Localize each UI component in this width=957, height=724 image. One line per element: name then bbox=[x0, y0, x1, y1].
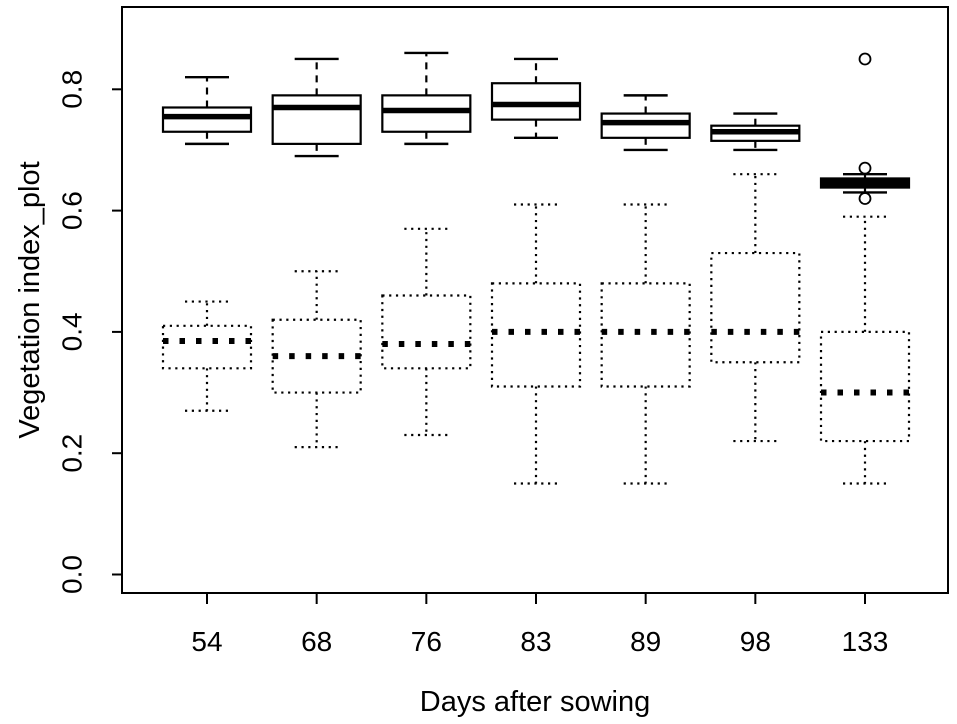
box-dotted-series-98-iqr-box bbox=[710, 251, 801, 364]
y-axis-title: Vegetation index_plot bbox=[14, 161, 46, 439]
box-solid-series-83-iqr-box bbox=[490, 82, 582, 121]
x-tick-label: 133 bbox=[842, 626, 889, 657]
x-tick-label: 54 bbox=[191, 626, 222, 657]
box-solid-series-76-iqr-box bbox=[381, 94, 472, 133]
box-solid-series-133-outlier-point bbox=[858, 161, 872, 175]
y-tick-label: 0.6 bbox=[57, 191, 88, 230]
box-solid-series-68-iqr-box bbox=[271, 94, 362, 145]
box-solid-series-54-iqr-box bbox=[161, 106, 253, 133]
box-dotted-series-133-iqr-box bbox=[819, 330, 911, 443]
box-solid-series-133-outlier-point bbox=[858, 192, 872, 205]
box-dotted-series-89-iqr-box bbox=[600, 282, 691, 388]
y-tick-label: 0.0 bbox=[57, 555, 88, 594]
x-tick-label: 89 bbox=[630, 626, 661, 657]
x-axis-title: Days after sowing bbox=[419, 686, 651, 718]
x-tick-label: 83 bbox=[520, 626, 551, 657]
box-solid-series-133-iqr-box bbox=[819, 177, 911, 189]
box-dotted-series-68-iqr-box bbox=[271, 318, 362, 394]
x-tick-label: 76 bbox=[411, 626, 442, 657]
plot-border bbox=[121, 6, 949, 594]
y-tick-label: 0.2 bbox=[57, 434, 88, 473]
x-tick-label: 98 bbox=[740, 626, 771, 657]
x-tick-label: 68 bbox=[301, 626, 332, 657]
box-solid-series-133-outlier-point bbox=[858, 52, 872, 66]
box-dotted-series-76-iqr-box bbox=[381, 294, 472, 370]
y-tick-label: 0.4 bbox=[57, 312, 88, 351]
box-solid-series-89-iqr-box bbox=[600, 112, 691, 139]
box-dotted-series-54-iqr-box bbox=[161, 324, 253, 370]
y-tick-label: 0.8 bbox=[57, 70, 88, 109]
box-dotted-series-83-iqr-box bbox=[490, 282, 582, 388]
